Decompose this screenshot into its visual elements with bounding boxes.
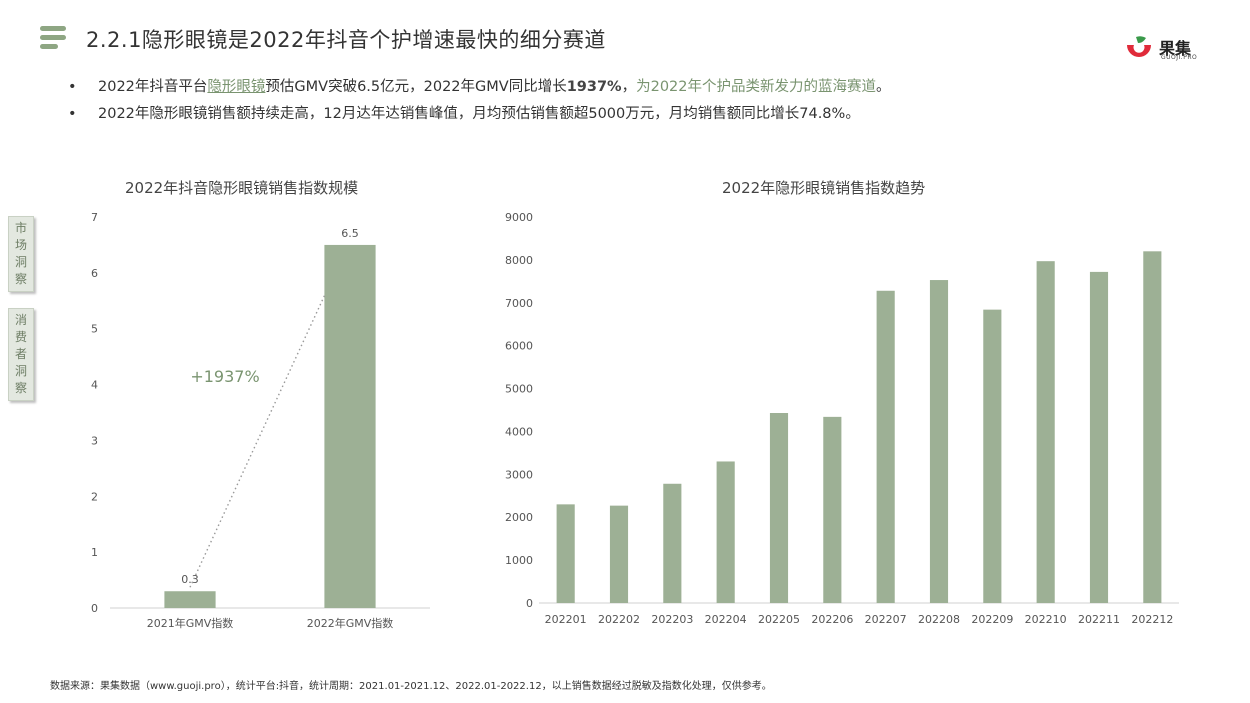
bar [164,591,216,608]
chart1-title: 2022年抖音隐形眼镜销售指数规模 [125,179,359,197]
y-tick-label: 0 [526,597,533,610]
logo-name: 果集 [1159,39,1192,58]
y-tick-label: 1000 [505,554,533,567]
growth-trend-line [189,295,326,588]
y-tick-label: 2000 [505,511,533,524]
y-tick-label: 7 [91,211,98,224]
bullet-growth-value: 1937% [566,79,622,95]
x-tick-label: 202201 [545,613,587,626]
y-tick-label: 9000 [505,211,533,224]
side-tab-consumer[interactable]: 消费者洞察 [8,308,34,401]
y-tick-label: 3 [91,434,98,447]
bar [876,290,895,603]
page-title: 2.2.1隐形眼镜是2022年抖音个护增速最快的细分赛道 [86,28,606,52]
growth-annotation: +1937% [190,367,259,386]
y-tick-label: 1 [91,546,98,559]
bar [769,413,789,603]
bullet-item: • 2022年隐形眼镜销售额持续走高，12月达年达销售峰值，月均预估销售额超500… [68,106,860,122]
bar [556,504,575,603]
y-tick-label: 5 [91,323,98,336]
menu-icon [40,26,66,52]
bar [716,461,735,603]
bullet-text: 预估GMV突破6.5亿元，2022年GMV同比增长 [265,79,567,95]
x-tick-label: 202206 [811,613,853,626]
y-tick-label: 4 [91,379,98,392]
y-tick-label: 0 [91,602,98,615]
bar [929,280,949,603]
bar [1143,251,1162,604]
y-tick-label: 3000 [505,468,533,481]
bar [609,505,629,603]
y-tick-label: 6000 [505,340,533,353]
bullet-text: 2022年抖音平台 [98,79,208,95]
bar [1036,261,1055,603]
bullet-item: • 2022年抖音平台隐形眼镜预估GMV突破6.5亿元，2022年GMV同比增长1… [68,79,891,95]
bullet-highlight: 为2022年个护品类新发力的蓝海赛道 [636,79,876,95]
x-tick-label: 202205 [758,613,800,626]
bullet-text: 2022年隐形眼镜销售额持续走高，12月达年达销售峰值，月均预估销售额超5000… [98,106,860,122]
chart2-title: 2022年隐形眼镜销售指数趋势 [722,179,926,197]
data-source-note: 数据来源：果集数据（www.guoji.pro），统计平台:抖音，统计周期：20… [50,681,772,692]
x-tick-label: 202203 [651,613,693,626]
y-tick-label: 2 [91,490,98,503]
x-tick-label: 2022年GMV指数 [307,616,394,630]
chart2: 0 1000 2000 3000 4000 5000 6000 7000 8000 9000 202… [505,211,1179,626]
side-tab-market[interactable]: 市场洞察 [8,216,34,292]
bar [663,483,682,603]
bar [1089,271,1109,603]
logo-mark-icon [1127,36,1151,57]
y-tick-label: 4000 [505,425,533,438]
bar [823,416,842,603]
logo-subtitle: GUOJI.PRO [1161,54,1198,61]
data-label: 0.3 [181,573,199,586]
bullet-highlight: 隐形眼镜 [207,79,266,95]
x-tick-label: 202211 [1078,613,1120,626]
bar [983,309,1002,603]
side-tab-label: 消费者洞察 [14,313,27,395]
x-tick-label: 202208 [918,613,960,626]
bullet-text: ， [621,79,637,95]
bullet-list: • 2022年抖音平台隐形眼镜预估GMV突破6.5亿元，2022年GMV同比增长1… [68,74,891,128]
x-tick-label: 202210 [1025,613,1067,626]
x-tick-label: 202209 [971,613,1013,626]
data-label: 6.5 [341,227,359,240]
y-tick-label: 6 [91,267,98,280]
y-tick-label: 8000 [505,254,533,267]
bar [324,244,376,608]
side-tab-label: 市场洞察 [14,221,27,286]
x-tick-label: 2021年GMV指数 [147,616,234,630]
y-tick-label: 5000 [505,383,533,396]
logo: 果集 GUOJI.PRO [1124,33,1214,65]
y-tick-label: 7000 [505,297,533,310]
x-tick-label: 202204 [705,613,747,626]
x-tick-label: 202202 [598,613,640,626]
x-tick-label: 202212 [1131,613,1173,626]
x-tick-label: 202207 [865,613,907,626]
chart1: 0 1 2 3 4 5 6 7 0.3 2021年GMV指数 6.5 2022年GMV指数 +1937% [91,211,430,630]
